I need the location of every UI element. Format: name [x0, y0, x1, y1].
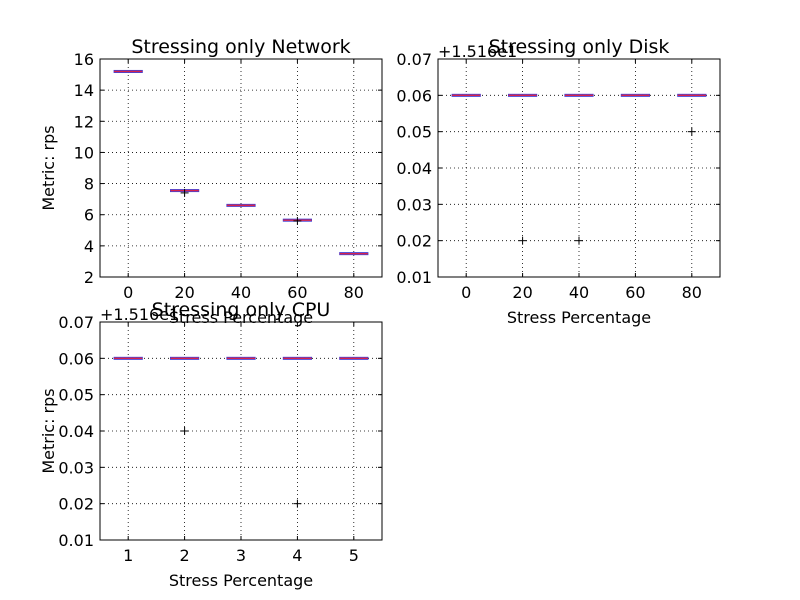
x-tick-label: 60	[287, 283, 307, 302]
y-tick-label: 0.01	[58, 531, 94, 550]
x-tick-label: 2	[180, 546, 190, 565]
y-tick-label: 4	[84, 237, 94, 256]
y-tick-label: 0.03	[58, 458, 94, 477]
y-tick-label: 0.01	[396, 268, 432, 287]
y-tick-label: 2	[84, 268, 94, 287]
y-tick-label: 8	[84, 175, 94, 194]
y-tick-label: 16	[74, 50, 94, 69]
chart-title: Stressing only CPU	[152, 299, 331, 321]
y-tick-label: 0.02	[58, 495, 94, 514]
x-tick-label: 3	[236, 546, 246, 565]
y-tick-label: 0.06	[58, 349, 94, 368]
x-tick-label: 40	[569, 283, 589, 302]
chart-title: Stressing only Network	[131, 36, 350, 58]
y-tick-label: 10	[74, 143, 94, 162]
x-axis-label: Stress Percentage	[169, 571, 313, 590]
y-tick-label: 0.04	[396, 159, 432, 178]
x-tick-label: 80	[344, 283, 364, 302]
y-axis-label: Metric: rps	[39, 388, 58, 473]
x-tick-label: 20	[174, 283, 194, 302]
x-tick-label: 60	[625, 283, 645, 302]
x-tick-label: 20	[512, 283, 532, 302]
y-tick-label: 0.05	[58, 386, 94, 405]
y-tick-label: 0.07	[396, 50, 432, 69]
x-tick-label: 40	[231, 283, 251, 302]
x-tick-label: 80	[682, 283, 702, 302]
x-tick-label: 0	[461, 283, 471, 302]
y-tick-label: 0.05	[396, 123, 432, 142]
y-tick-label: 6	[84, 206, 94, 225]
x-tick-label: 5	[349, 546, 359, 565]
y-offset-text: +1.516e1	[100, 305, 179, 324]
chart-panel-network: 2 4 6 8 10 12 14 16 0 20 40 60 80 Stressing only Netw…	[39, 36, 383, 327]
y-tick-label: 12	[74, 112, 94, 131]
y-tick-label: 0.02	[396, 232, 432, 251]
x-tick-label: 1	[123, 546, 133, 565]
y-tick-label: 0.03	[396, 195, 432, 214]
chart-title: Stressing only Disk	[489, 36, 670, 58]
x-tick-label: 4	[292, 546, 302, 565]
y-axis-label: Metric: rps	[39, 125, 58, 210]
y-tick-label: 14	[74, 81, 94, 100]
chart-panel-disk: 0.01 0.02 0.03 0.04 0.05 0.06 0.07 0 20 40 60 80 +1.…	[396, 36, 721, 327]
y-tick-label: 0.04	[58, 422, 94, 441]
y-tick-label: 0.06	[396, 86, 432, 105]
x-axis-label: Stress Percentage	[507, 308, 651, 327]
chart-panel-cpu: 0.01 0.02 0.03 0.04 0.05 0.06 0.07 1 2 3 4 5 +1.516e…	[39, 299, 383, 590]
x-tick-label: 0	[123, 283, 133, 302]
y-offset-text: +1.516e1	[438, 42, 517, 61]
y-tick-label: 0.07	[58, 313, 94, 332]
